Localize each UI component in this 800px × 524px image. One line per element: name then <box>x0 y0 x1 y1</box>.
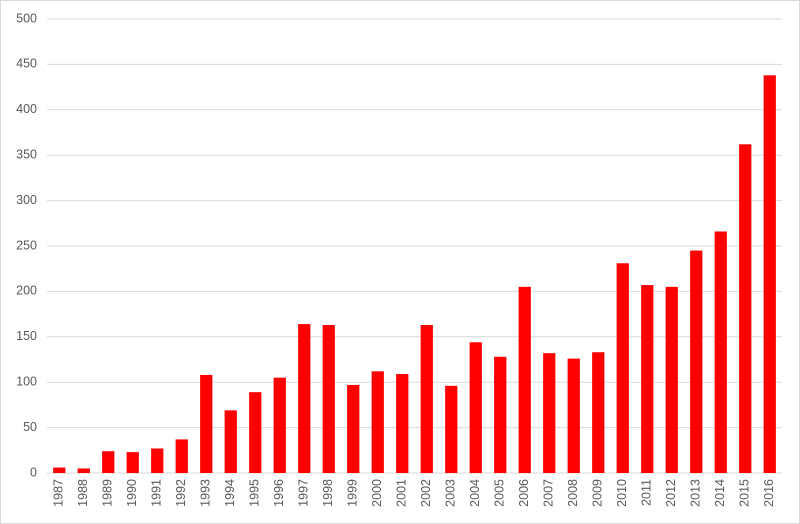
y-tick-label: 350 <box>16 147 37 161</box>
x-tick-label: 2003 <box>444 479 458 507</box>
y-tick-label: 300 <box>16 193 37 207</box>
x-tick-label: 2005 <box>493 479 507 507</box>
x-tick-label: 2004 <box>468 479 482 507</box>
x-tick-label: 1991 <box>150 479 164 507</box>
x-tick-label: 1989 <box>101 479 115 507</box>
x-tick-label: 1995 <box>248 479 262 507</box>
bar <box>200 374 213 473</box>
bar <box>592 352 605 473</box>
bar <box>543 353 556 473</box>
bar <box>322 324 335 473</box>
x-tick-label: 1999 <box>346 479 360 507</box>
x-tick-label: 1987 <box>52 479 66 507</box>
x-tick-label: 2001 <box>395 479 409 507</box>
x-tick-label: 2016 <box>762 479 776 507</box>
bar <box>53 467 66 473</box>
x-tick-label: 1990 <box>125 479 139 507</box>
y-tick-label: 450 <box>16 57 37 71</box>
y-tick-label: 250 <box>16 238 37 252</box>
bar <box>469 342 482 473</box>
bar <box>273 377 286 473</box>
bar <box>567 358 580 473</box>
bar <box>641 285 654 473</box>
bar <box>347 384 360 473</box>
x-tick-label: 2011 <box>640 479 654 506</box>
bar <box>175 439 188 473</box>
bar <box>739 144 752 473</box>
bar <box>371 371 384 473</box>
bar <box>763 75 776 474</box>
bar <box>249 392 262 473</box>
bar <box>224 410 237 473</box>
x-tick-label: 2010 <box>615 479 629 507</box>
bar <box>151 448 164 473</box>
x-tick-label: 2006 <box>517 479 531 507</box>
bar <box>518 286 531 473</box>
bar <box>126 452 139 473</box>
y-tick-label: 400 <box>16 102 37 116</box>
bar <box>665 286 678 473</box>
bar <box>298 324 311 473</box>
x-tick-label: 2014 <box>713 479 727 507</box>
x-tick-label: 1997 <box>297 479 311 507</box>
bar <box>494 356 507 473</box>
x-tick-label: 2000 <box>370 479 384 507</box>
y-tick-label: 0 <box>30 465 37 479</box>
y-tick-label: 500 <box>16 11 37 25</box>
bar <box>102 451 115 473</box>
bar <box>396 374 409 473</box>
bar <box>690 250 703 473</box>
x-tick-label: 1988 <box>76 479 90 507</box>
bar <box>445 385 458 473</box>
bar <box>420 324 433 473</box>
bar <box>616 263 629 473</box>
y-tick-label: 50 <box>23 420 37 434</box>
x-tick-label: 2012 <box>664 479 678 507</box>
x-tick-label: 1994 <box>223 479 237 507</box>
x-tick-label: 1992 <box>174 479 188 507</box>
x-tick-label: 1993 <box>199 479 213 507</box>
bar <box>77 468 90 473</box>
y-tick-label: 200 <box>16 284 37 298</box>
y-tick-label: 100 <box>16 374 37 388</box>
x-tick-label: 2008 <box>566 479 580 507</box>
x-tick-label: 2009 <box>591 479 605 507</box>
y-tick-label: 150 <box>16 329 37 343</box>
x-tick-label: 1998 <box>321 479 335 507</box>
x-tick-label: 2002 <box>419 479 433 507</box>
x-tick-label: 1996 <box>272 479 286 507</box>
x-tick-label: 2015 <box>738 479 752 507</box>
bar <box>714 231 727 473</box>
x-tick-label: 2013 <box>689 479 703 507</box>
x-tick-label: 2007 <box>542 479 556 507</box>
